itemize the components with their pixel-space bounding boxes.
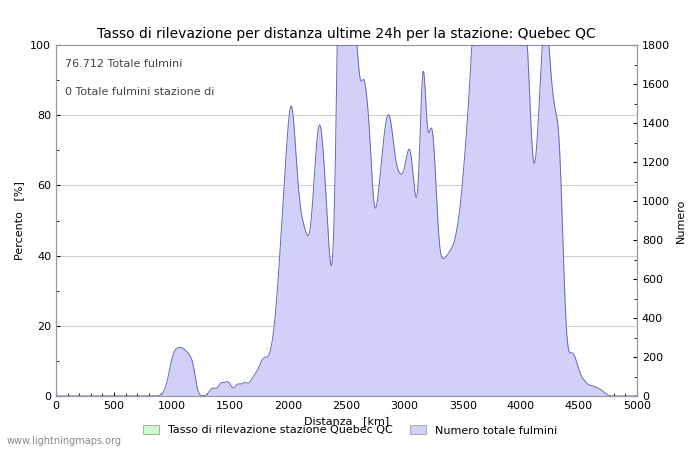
Title: Tasso di rilevazione per distanza ultime 24h per la stazione: Quebec QC: Tasso di rilevazione per distanza ultime… [97, 27, 596, 41]
Y-axis label: Percento   [%]: Percento [%] [15, 181, 24, 260]
Text: www.lightningmaps.org: www.lightningmaps.org [7, 436, 122, 446]
X-axis label: Distanza   [km]: Distanza [km] [304, 416, 389, 427]
Text: 76.712 Totale fulmini: 76.712 Totale fulmini [64, 59, 182, 69]
Legend: Tasso di rilevazione stazione Quebec QC, Numero totale fulmini: Tasso di rilevazione stazione Quebec QC,… [138, 421, 562, 440]
Y-axis label: Numero: Numero [676, 198, 685, 243]
Text: 0 Totale fulmini stazione di: 0 Totale fulmini stazione di [64, 87, 214, 97]
